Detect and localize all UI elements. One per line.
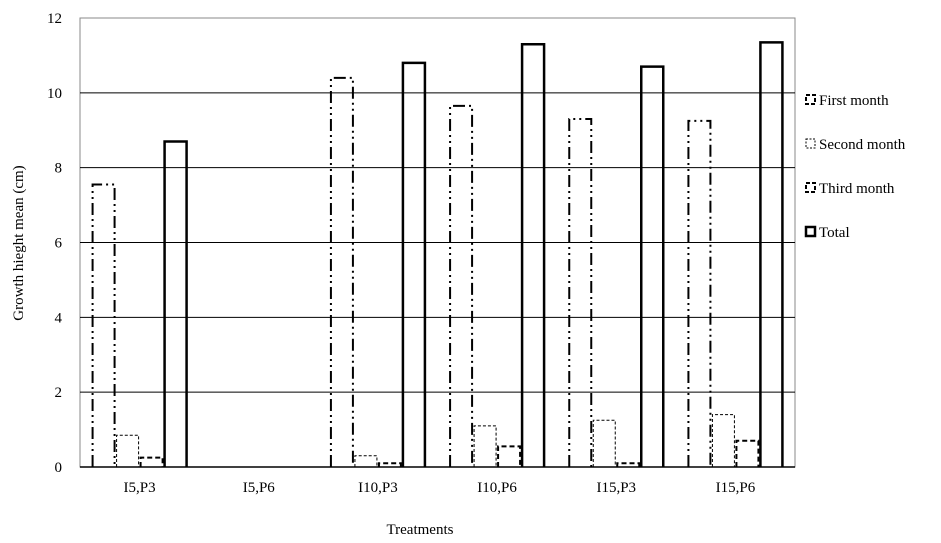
- bar: [449, 104, 474, 467]
- legend-label: First month: [819, 93, 889, 109]
- bar: [497, 445, 522, 467]
- x-axis-title: Treatments: [387, 522, 454, 538]
- bar: [139, 456, 164, 467]
- y-tick-label: 12: [47, 11, 62, 27]
- legend-label: Second month: [819, 137, 906, 153]
- y-tick-label: 0: [55, 460, 63, 476]
- gridlines: [80, 92, 795, 393]
- bar: [473, 425, 497, 467]
- legend-label: Total: [819, 225, 850, 241]
- bar: [401, 61, 427, 467]
- bar: [592, 419, 616, 467]
- y-tick-label: 6: [55, 236, 63, 252]
- bar: [377, 462, 402, 467]
- x-tick-label: I10,P6: [477, 480, 517, 496]
- legend-swatch: [804, 225, 817, 238]
- bar: [520, 42, 546, 467]
- x-tick-label: I5,P6: [243, 480, 276, 496]
- legend: First month Second month Third month Total: [804, 93, 906, 241]
- y-axis-title: Growth hieght mean (cm): [11, 165, 27, 320]
- bars: [91, 41, 784, 467]
- bar: [91, 183, 116, 467]
- legend-swatch: [805, 94, 816, 105]
- bar: [163, 140, 188, 467]
- x-axis-ticks: I5,P3 I5,P6 I10,P3 I10,P6 I15,P3 I15,P6: [124, 480, 756, 496]
- bar: [640, 65, 665, 467]
- x-tick-label: I15,P6: [716, 480, 756, 496]
- x-tick-label: I5,P3: [124, 480, 156, 496]
- legend-label: Third month: [819, 181, 895, 197]
- bar: [687, 119, 712, 467]
- bar: [116, 434, 140, 467]
- bar: [568, 118, 593, 467]
- x-tick-label: I15,P3: [596, 480, 636, 496]
- y-axis-ticks: 0 2 4 6 8 10 12: [47, 11, 63, 476]
- bar: [759, 41, 784, 467]
- legend-swatch: [805, 182, 816, 193]
- bar: [329, 76, 354, 467]
- bar: [711, 414, 735, 467]
- y-tick-label: 2: [55, 385, 63, 401]
- bar: [354, 455, 378, 467]
- y-tick-label: 4: [55, 310, 63, 326]
- legend-swatch: [805, 138, 816, 149]
- x-tick-label: I10,P3: [358, 480, 398, 496]
- y-tick-label: 8: [55, 161, 63, 177]
- y-tick-label: 10: [47, 86, 62, 102]
- bar: [616, 462, 641, 467]
